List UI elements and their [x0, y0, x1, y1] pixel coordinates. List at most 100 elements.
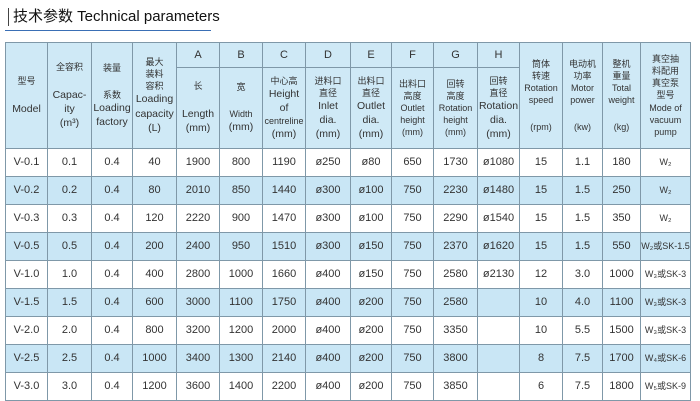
header-text: dia.: [490, 114, 507, 127]
header-text: Rotation: [438, 102, 473, 113]
header-weight: 整机 重量 Total weight (kg): [602, 42, 641, 149]
table-cell: ø1620: [477, 232, 520, 261]
table-cell: 2580: [433, 288, 478, 317]
header-text: 重量: [612, 70, 631, 81]
header-text: 直径: [489, 87, 508, 98]
header-text: capacity: [135, 107, 174, 120]
model-cell: V-0.2: [5, 176, 48, 205]
table-cell: ø300: [305, 204, 351, 233]
table-cell: 0.3: [47, 204, 92, 233]
header-text: Loading: [93, 101, 131, 114]
table-cell: ø200: [350, 372, 392, 401]
model-cell: V-1.0: [5, 260, 48, 289]
header-letter-b: B: [219, 42, 263, 68]
table-cell: 2370: [433, 232, 478, 261]
table-cell: 0.4: [91, 288, 133, 317]
table-cell: ø100: [350, 176, 392, 205]
header-text: of: [279, 101, 289, 114]
table-cell: W₂: [640, 204, 691, 233]
table-cell: ø1540: [477, 204, 520, 233]
table-cell: 2.0: [47, 316, 92, 345]
table-cell: 2400: [176, 232, 220, 261]
table-cell: ø100: [350, 204, 392, 233]
model-cell: V-2.5: [5, 344, 48, 373]
table-cell: W₃或SK-3: [640, 260, 691, 289]
header-text: 真空泵: [651, 78, 679, 89]
table-cell: 200: [132, 232, 177, 261]
table-cell: 0.4: [91, 176, 133, 205]
header-text: 料配用: [651, 66, 679, 77]
table-cell: 15: [519, 232, 563, 261]
table-cell: W₂: [640, 176, 691, 205]
header-text: 转速: [531, 70, 550, 81]
table-cell: ø150: [350, 260, 392, 289]
header-speed: 筒体 转速 Rotation speed (rpm): [519, 42, 563, 149]
header-text: Height: [268, 87, 300, 100]
table-cell: 1730: [433, 148, 478, 177]
header-text: 电动机: [568, 58, 596, 69]
table-row: V-2.0 2.0 0.4 800 3200 1200 2000 ø400 ø200 750 335…: [5, 316, 691, 345]
header-text: 型号: [656, 90, 675, 101]
table-row: V-1.0 1.0 0.4 400 2800 1000 1660 ø400 ø150 750 258…: [5, 260, 691, 289]
table-cell: 2.5: [47, 344, 92, 373]
table-cell: 0.4: [91, 344, 133, 373]
header-letter-g: G: [433, 42, 478, 68]
table-cell: 3.0: [47, 372, 92, 401]
table-cell: 750: [391, 344, 434, 373]
table-cell: ø200: [350, 344, 392, 373]
table-cell: 750: [391, 232, 434, 261]
header-text: (mm): [315, 128, 341, 141]
table-cell: 750: [391, 372, 434, 401]
table-cell: ø300: [305, 232, 351, 261]
table-cell: 1700: [602, 344, 641, 373]
header-centre-height: 中心高 Height of centreline (mm): [262, 67, 306, 149]
table-cell: 1510: [262, 232, 306, 261]
header-text: 出料口: [398, 78, 426, 89]
table-cell: 1900: [176, 148, 220, 177]
table-cell: ø1480: [477, 176, 520, 205]
table-cell: W₂: [640, 148, 691, 177]
header-text: 全容积: [55, 61, 83, 72]
header-text: 直径: [318, 87, 337, 98]
table-cell: 1660: [262, 260, 306, 289]
table-cell: [477, 372, 520, 401]
table-cell: ø400: [305, 260, 351, 289]
table-cell: 3.0: [562, 260, 603, 289]
model-cell: V-0.3: [5, 204, 48, 233]
header-text: speed: [528, 95, 554, 106]
table-cell: ø250: [305, 148, 351, 177]
table-cell: 0.5: [47, 232, 92, 261]
table-cell: 1000: [219, 260, 263, 289]
table-cell: W₃或SK-3: [640, 316, 691, 345]
table-cell: 0.2: [47, 176, 92, 205]
header-text: 宽: [236, 82, 246, 93]
table-cell: 6: [519, 372, 563, 401]
header-text: (kg): [613, 122, 630, 133]
header-text: ity: [64, 102, 75, 115]
header-text: factory: [96, 116, 128, 129]
table-cell: 7.5: [562, 344, 603, 373]
header-letter-e: E: [350, 42, 392, 68]
table-cell: 1000: [602, 260, 641, 289]
header-text: dia.: [362, 114, 380, 127]
table-cell: ø400: [305, 344, 351, 373]
table-cell: 1800: [602, 372, 641, 401]
table-cell: 1190: [262, 148, 306, 177]
header-text: 长: [193, 81, 203, 92]
header-text: (rpm): [530, 122, 552, 133]
header-text: 直径: [361, 87, 380, 98]
table-cell: 0.1: [47, 148, 92, 177]
header-text: height: [443, 115, 468, 126]
table-cell: 550: [602, 232, 641, 261]
table-row: V-0.1 0.1 0.4 40 1900 800 1190 ø250 ø80 650 1730 ø1…: [5, 148, 691, 177]
header-text: Rotation: [478, 99, 519, 112]
header-text: 筒体: [531, 58, 550, 69]
header-text: Model: [12, 102, 41, 115]
header-letter-d: D: [305, 42, 351, 68]
header-letter-a: A: [176, 42, 220, 68]
table-cell: 1.5: [562, 232, 603, 261]
table-cell: 15: [519, 204, 563, 233]
table-cell: 1750: [262, 288, 306, 317]
header-rotation-height: 回转 高度 Rotation height (mm): [433, 67, 478, 149]
table-cell: 1200: [219, 316, 263, 345]
